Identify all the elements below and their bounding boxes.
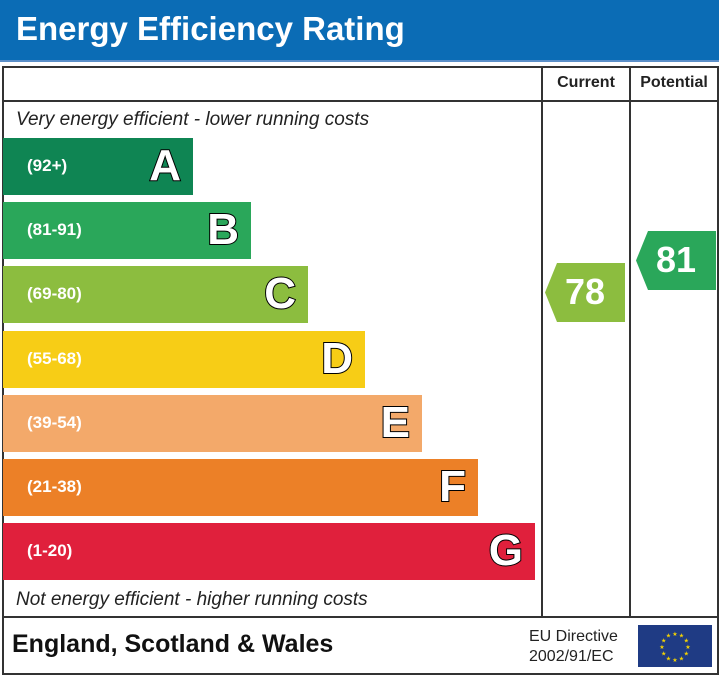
band-bar-G: (1-20) G	[3, 523, 535, 580]
svg-text:★: ★	[684, 638, 689, 645]
band-letter: D	[320, 333, 354, 384]
chart-title: Energy Efficiency Rating	[16, 10, 405, 47]
band-range: (92+)	[27, 156, 68, 175]
divider	[2, 616, 717, 618]
eu-flag-icon: ★★★★★★★★★ ★ ★★	[638, 625, 712, 667]
current-rating-arrow: 78	[545, 263, 625, 322]
svg-text:★: ★	[661, 651, 666, 658]
band-range: (39-54)	[27, 413, 82, 432]
column-header-current: Current	[557, 74, 615, 91]
band-range: (55-68)	[27, 349, 82, 368]
band-bar-A: (92+) A	[3, 138, 193, 195]
band-letter: F	[438, 461, 467, 512]
svg-text:★: ★	[672, 631, 677, 638]
current-rating-value: 78	[564, 271, 606, 312]
band-bar-D: (55-68) D	[3, 331, 365, 388]
potential-rating-value: 81	[655, 239, 697, 280]
directive-line2: 2002/91/EC	[529, 648, 614, 665]
region-label: England, Scotland & Wales	[12, 630, 334, 658]
svg-text:★: ★	[679, 633, 684, 640]
svg-text:★: ★	[685, 644, 690, 651]
band-range: (21-38)	[27, 477, 82, 496]
band-letter: A	[148, 140, 182, 191]
bottom-note: Not energy efficient - higher running co…	[16, 589, 368, 610]
band-bar-C: (69-80) C	[3, 266, 308, 323]
svg-text:★: ★	[666, 655, 671, 662]
band-letter: B	[206, 204, 240, 255]
band-letter: E	[380, 397, 411, 448]
band-range: (1-20)	[27, 541, 73, 560]
potential-rating-arrow: 81	[636, 231, 716, 290]
divider	[629, 66, 631, 618]
band-range: (81-91)	[27, 220, 82, 239]
svg-text:★: ★	[666, 633, 671, 640]
band-bar-B: (81-91) B	[3, 202, 251, 259]
top-note: Very energy efficient - lower running co…	[16, 109, 370, 130]
band-range: (69-80)	[27, 284, 82, 303]
svg-text:★: ★	[679, 655, 684, 662]
band-letter: G	[488, 525, 524, 576]
svg-text:★: ★	[661, 638, 666, 645]
svg-text:★: ★	[672, 657, 677, 664]
header: Energy Efficiency Rating	[0, 0, 719, 62]
svg-text:★: ★	[659, 644, 664, 651]
svg-text:★: ★	[684, 651, 689, 658]
band-bar-E: (39-54) E	[3, 395, 422, 452]
band-bar-F: (21-38) F	[3, 459, 478, 516]
directive-line1: EU Directive	[529, 628, 618, 645]
eu-directive: EU Directive 2002/91/EC	[529, 627, 618, 667]
divider	[541, 66, 543, 618]
divider	[2, 100, 717, 102]
band-letter: C	[263, 268, 297, 319]
column-header-potential: Potential	[640, 74, 708, 91]
